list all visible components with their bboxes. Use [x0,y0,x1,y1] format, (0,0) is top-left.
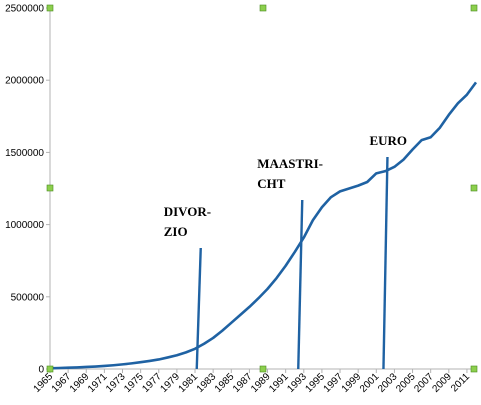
x-tick-label: 1969 [68,371,92,395]
annotation-line [382,156,389,370]
x-tick-label: 1993 [285,371,309,395]
x-tick-label: 1999 [340,371,364,395]
y-tick-label: 2500000 [5,4,44,15]
x-tick-label: 1967 [50,371,74,395]
annotation-line [297,199,304,370]
handle [46,184,54,192]
annotation-line [195,247,202,370]
selection-handles [46,4,478,373]
x-tick-label: 2005 [394,371,418,395]
handle [259,4,267,12]
x-tick-label: 1971 [86,371,110,395]
x-tick-label: 1975 [122,371,146,395]
x-tick-label: 2007 [412,371,436,395]
x-tick-label: 1973 [104,371,128,395]
x-tick-label: 2003 [376,371,400,395]
annotation-label: EURO [369,133,407,148]
y-tick-label: 0 [38,365,44,376]
handle [470,4,478,12]
y-tick-label: 1000000 [5,220,44,231]
annotation-label: ZIO [164,224,188,239]
y-tick-label: 2000000 [5,76,44,87]
x-tick-label: 1995 [304,371,328,395]
handle [470,184,478,192]
x-tick-label: 1981 [177,371,201,395]
handle [470,365,478,373]
annotation-label: MAASTRI- [257,156,323,171]
x-tick-label: 1987 [231,371,255,395]
x-tick-label: 2009 [430,371,454,395]
x-tick-label: 2001 [358,371,382,395]
handle [259,365,267,373]
x-tick-label: 1989 [249,371,273,395]
annotation-label: CHT [257,176,286,191]
x-tick-label: 1991 [267,371,291,395]
handle [46,365,54,373]
x-tick-label: 1965 [32,371,56,395]
x-tick-label: 1985 [213,371,237,395]
y-tick-label: 1500000 [5,148,44,159]
x-tick-label: 1983 [195,371,219,395]
annotation-label: DIVOR- [164,204,211,219]
x-tick-label: 1977 [140,371,164,395]
series-line [49,81,478,370]
x-tick-label: 2011 [449,371,472,394]
handle [46,4,54,12]
y-tick-label: 500000 [11,292,45,303]
x-tick-label: 1979 [159,371,183,395]
x-tick-label: 1997 [322,371,346,395]
